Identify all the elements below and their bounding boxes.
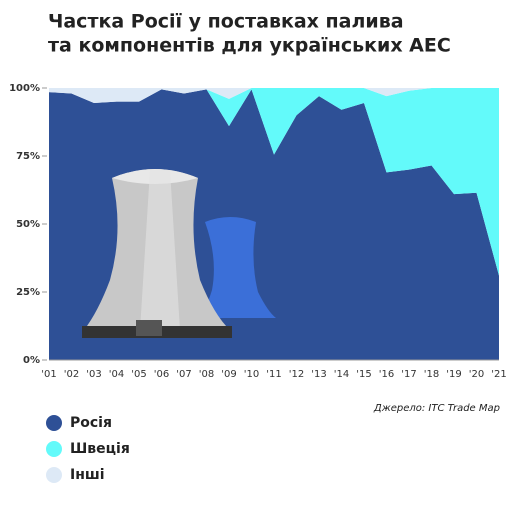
y-tick-label: 50% [16,219,40,230]
axes: 0% 25% 50% 75% 100% '01 '02 '03 '04 '05 '06 '07 '08 '… [9,83,507,380]
x-tick-label: '11 [266,369,281,380]
x-tick-label: '21 [491,369,506,380]
legend-marker [46,467,62,483]
legend-marker [46,415,62,431]
area [49,88,499,103]
x-tick-label: '13 [311,369,326,380]
y-tick-label: 75% [16,151,40,162]
x-tick-label: '01 [41,369,56,380]
legend-label: Швеція [70,441,130,457]
x-tick-label: '03 [86,369,101,380]
cooling-tower-illustration [82,169,276,338]
x-tick-label: '14 [334,369,349,380]
chart-title: та компонентів для українських АЕС [48,35,451,57]
x-tick-label: '09 [221,369,236,380]
legend: Росія Швеція Інші [46,415,130,483]
x-tick-label: '20 [469,369,484,380]
x-tick-label: '07 [176,369,191,380]
legend-label: Інші [70,467,105,483]
source-note: Джерело: ITC Trade Map [373,403,500,414]
x-tick-label: '19 [446,369,461,380]
x-tick-label: '12 [289,369,304,380]
legend-label: Росія [70,415,112,431]
x-tick-label: '04 [109,369,124,380]
y-tick-label: 0% [23,355,40,366]
x-tick-label: '18 [424,369,439,380]
x-tick-label: '10 [244,369,259,380]
x-tick-label: '08 [199,369,214,380]
y-tick-label: 25% [16,287,40,298]
x-tick-label: '16 [379,369,394,380]
y-tick-label: 100% [9,83,40,94]
x-tick-label: '02 [64,369,79,380]
x-tick-label: '15 [356,369,371,380]
area [49,88,499,276]
chart-title: Частка Росії у поставках палива [48,11,404,33]
x-tick-label: '05 [131,369,146,380]
x-tick-label: '06 [154,369,169,380]
legend-marker [46,441,62,457]
x-tick-label: '17 [401,369,416,380]
